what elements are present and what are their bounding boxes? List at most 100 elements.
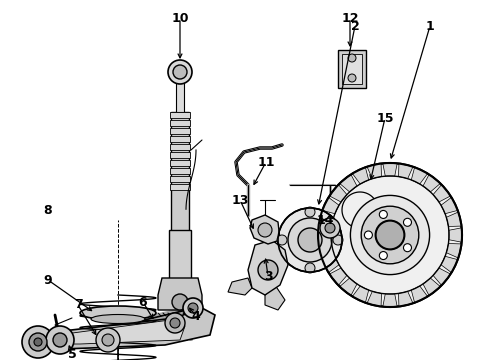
Text: 10: 10 — [171, 12, 189, 24]
Text: 15: 15 — [376, 112, 394, 125]
Polygon shape — [367, 291, 382, 306]
Circle shape — [305, 263, 315, 273]
Polygon shape — [265, 285, 285, 310]
Circle shape — [320, 218, 340, 238]
Polygon shape — [383, 163, 397, 176]
Circle shape — [403, 218, 412, 226]
Bar — [169, 230, 191, 280]
Circle shape — [46, 326, 74, 354]
Polygon shape — [433, 268, 450, 285]
Bar — [170, 176, 190, 182]
Circle shape — [333, 235, 343, 245]
Text: 8: 8 — [44, 203, 52, 216]
Text: 9: 9 — [44, 274, 52, 287]
Polygon shape — [329, 268, 347, 285]
Circle shape — [298, 228, 322, 252]
Polygon shape — [158, 278, 202, 310]
Circle shape — [361, 206, 419, 264]
Bar — [170, 112, 190, 118]
Polygon shape — [340, 278, 357, 296]
Text: 2: 2 — [351, 19, 359, 32]
Bar — [170, 144, 190, 150]
Polygon shape — [318, 243, 334, 258]
Polygon shape — [398, 163, 413, 179]
Ellipse shape — [91, 315, 145, 324]
Polygon shape — [446, 243, 462, 258]
Polygon shape — [441, 197, 458, 214]
Circle shape — [34, 338, 42, 346]
Circle shape — [288, 218, 332, 262]
Text: 6: 6 — [139, 296, 147, 309]
Polygon shape — [322, 256, 339, 273]
Circle shape — [53, 333, 67, 347]
Text: 4: 4 — [192, 310, 200, 323]
Polygon shape — [228, 278, 252, 295]
Circle shape — [379, 252, 387, 260]
Bar — [170, 152, 190, 158]
Bar — [342, 54, 362, 84]
Circle shape — [348, 74, 356, 82]
Circle shape — [305, 207, 315, 217]
Text: 1: 1 — [426, 19, 434, 32]
Text: 3: 3 — [264, 270, 272, 283]
Circle shape — [96, 328, 120, 352]
Circle shape — [22, 326, 54, 358]
Polygon shape — [352, 167, 368, 184]
Circle shape — [172, 294, 188, 310]
Text: 5: 5 — [68, 348, 76, 360]
Circle shape — [170, 318, 180, 328]
Bar — [171, 112, 189, 232]
Polygon shape — [433, 185, 450, 202]
Polygon shape — [398, 291, 413, 306]
Polygon shape — [441, 256, 458, 273]
Circle shape — [165, 313, 185, 333]
Polygon shape — [250, 215, 280, 244]
Polygon shape — [423, 278, 441, 296]
Polygon shape — [367, 163, 382, 179]
Bar — [170, 128, 190, 134]
Circle shape — [173, 65, 187, 79]
Polygon shape — [446, 212, 462, 226]
Polygon shape — [352, 286, 368, 303]
Bar — [170, 168, 190, 174]
Circle shape — [403, 244, 412, 252]
Polygon shape — [48, 320, 185, 344]
Text: 7: 7 — [74, 298, 82, 311]
Ellipse shape — [80, 306, 156, 320]
Circle shape — [277, 235, 287, 245]
Bar — [170, 120, 190, 126]
Bar — [170, 184, 190, 190]
Circle shape — [318, 163, 462, 307]
Circle shape — [29, 333, 47, 351]
Circle shape — [348, 54, 356, 62]
Polygon shape — [322, 197, 339, 214]
Circle shape — [258, 260, 278, 280]
Polygon shape — [329, 185, 347, 202]
Polygon shape — [423, 175, 441, 192]
Bar — [176, 82, 184, 112]
Circle shape — [258, 223, 272, 237]
Text: 11: 11 — [257, 156, 275, 168]
Polygon shape — [411, 286, 428, 303]
Polygon shape — [411, 167, 428, 184]
Polygon shape — [28, 308, 215, 350]
Circle shape — [376, 221, 404, 249]
Circle shape — [168, 60, 192, 84]
Polygon shape — [449, 228, 462, 242]
Circle shape — [325, 223, 335, 233]
Polygon shape — [318, 212, 334, 226]
Bar — [338, 50, 366, 88]
Circle shape — [188, 303, 198, 313]
Circle shape — [365, 231, 372, 239]
Circle shape — [102, 334, 114, 346]
Text: 12: 12 — [341, 12, 359, 24]
Polygon shape — [340, 175, 357, 192]
Text: 14: 14 — [316, 213, 334, 226]
Bar — [170, 136, 190, 142]
Bar — [170, 160, 190, 166]
Circle shape — [278, 208, 342, 272]
Polygon shape — [248, 240, 288, 295]
Text: 13: 13 — [231, 194, 249, 207]
Circle shape — [350, 195, 430, 275]
Polygon shape — [383, 294, 397, 307]
